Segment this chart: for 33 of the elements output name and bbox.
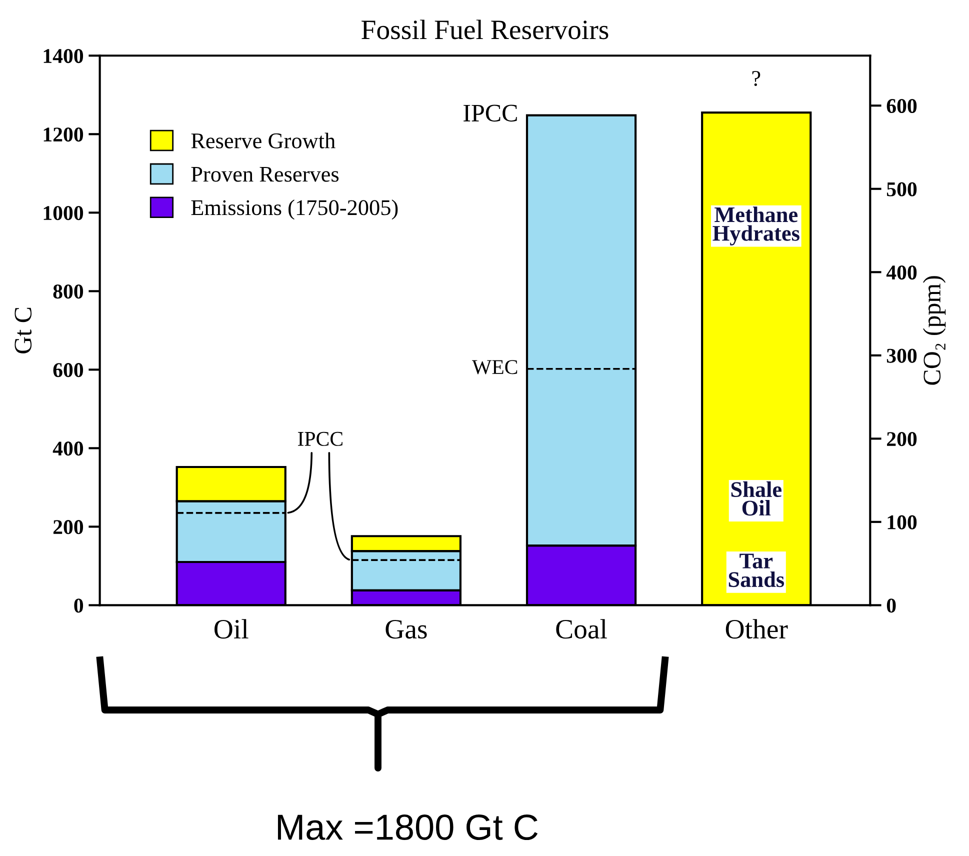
x-tick-label: Coal: [556, 619, 607, 639]
y-tick-label: 1000: [44, 206, 84, 220]
x-tick-label: Oil: [214, 619, 248, 639]
ref-line-label: IPCC: [298, 432, 342, 446]
annotation: Methane Hydrates: [712, 206, 800, 246]
x-tick-label: Other: [726, 619, 788, 639]
annotation: IPCC: [464, 104, 517, 122]
legend-label: Emissions (1750-2005): [191, 200, 398, 220]
y-tick-label: 200: [53, 520, 84, 534]
y-axis-title: Gt C: [14, 308, 32, 354]
chart-title: Fossil Fuel Reservoirs: [362, 20, 608, 40]
x-tick-label: Gas: [386, 620, 427, 639]
y2-tick-label: 200: [887, 432, 917, 446]
ref-line-label: WEC: [472, 360, 518, 374]
y-tick-label: 600: [53, 363, 84, 378]
text: Max =1800 Gt C: [278, 814, 538, 840]
annotation: ?: [752, 71, 760, 86]
y-tick-label: 0: [74, 598, 84, 613]
y-tick-label: 400: [52, 442, 84, 456]
annotation: Tar Sands: [728, 554, 784, 588]
legend-label: Proven Reserves: [191, 167, 339, 182]
y-tick-label: 1200: [44, 128, 84, 142]
y2-tick-label: 300: [886, 348, 917, 363]
y-tick-label: 800: [53, 284, 84, 299]
y2-tick-label: 600: [886, 98, 917, 114]
y2-axis-title: CO₂ (ppm): [922, 276, 946, 385]
y-tick-label: 1400: [44, 49, 84, 64]
legend-label: Reserve Growth: [191, 132, 336, 148]
y2-tick-label: 500: [886, 182, 917, 196]
y2-tick-label: 100: [888, 515, 917, 530]
annotation: Shale Oil: [731, 481, 782, 516]
y2-tick-label: 400: [886, 266, 917, 280]
y2-tick-label: 0: [886, 598, 896, 613]
